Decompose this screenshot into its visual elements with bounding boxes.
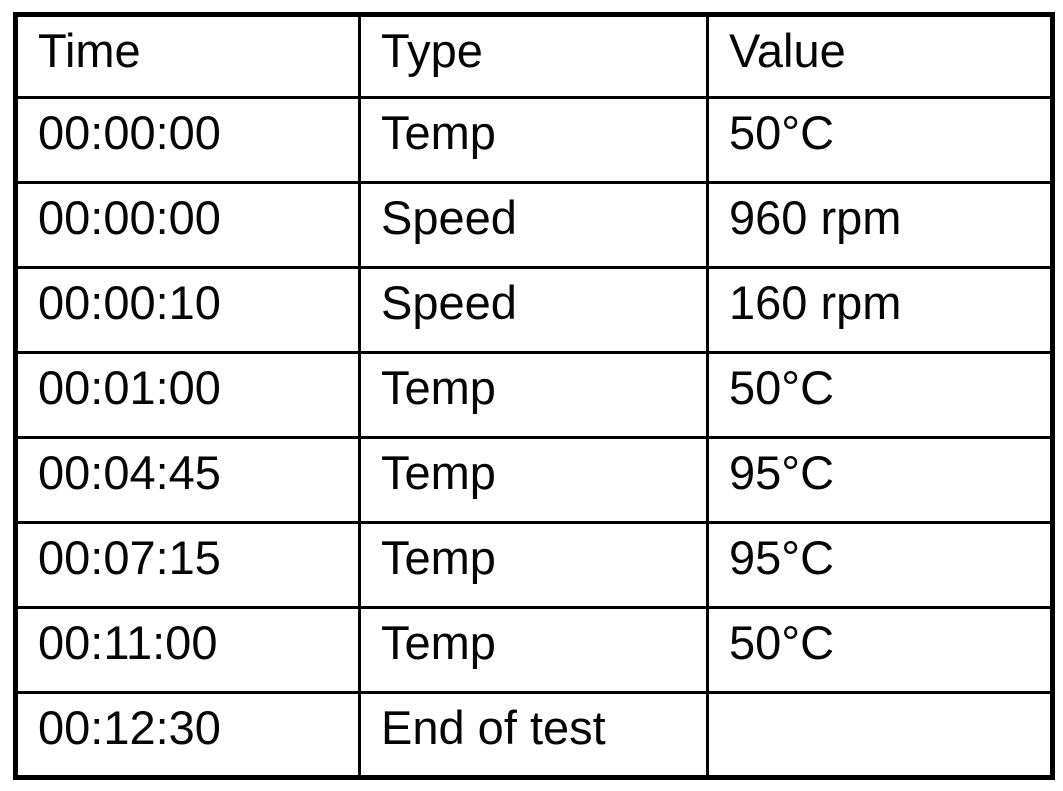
cell-type: Temp [358,606,709,694]
cell-time: 00:07:15 [14,521,361,609]
cell-time: 00:00:00 [14,181,361,269]
cell-type: Speed [358,181,709,269]
column-header-value: Value [706,13,1054,99]
cell-value: 960 rpm [706,181,1054,269]
table-row: 00:04:45 Temp 95°C [14,436,1054,524]
column-header-time: Time [14,13,361,99]
table-header-row: Time Type Value [14,13,1054,99]
cell-time: 00:11:00 [14,606,361,694]
cell-value: 50°C [706,351,1054,439]
cell-type: Speed [358,266,709,354]
cell-type: Temp [358,521,709,609]
measurement-log-table: Time Type Value 00:00:00 Temp 50°C 00:00… [13,12,1055,780]
cell-value: 95°C [706,521,1054,609]
table-row: 00:00:00 Temp 50°C [14,96,1054,184]
table-row: 00:12:30 End of test [14,691,1054,779]
cell-value: 160 rpm [706,266,1054,354]
cell-value [706,691,1054,779]
cell-value: 50°C [706,606,1054,694]
cell-value: 95°C [706,436,1054,524]
cell-time: 00:00:10 [14,266,361,354]
table-row: 00:11:00 Temp 50°C [14,606,1054,694]
table-row: 00:00:10 Speed 160 rpm [14,266,1054,354]
table-row: 00:07:15 Temp 95°C [14,521,1054,609]
cell-time: 00:12:30 [14,691,361,779]
cell-type: End of test [358,691,709,779]
cell-type: Temp [358,96,709,184]
cell-time: 00:04:45 [14,436,361,524]
cell-type: Temp [358,436,709,524]
cell-type: Temp [358,351,709,439]
table-row: 00:00:00 Speed 960 rpm [14,181,1054,269]
cell-value: 50°C [706,96,1054,184]
cell-time: 00:00:00 [14,96,361,184]
table-row: 00:01:00 Temp 50°C [14,351,1054,439]
cell-time: 00:01:00 [14,351,361,439]
column-header-type: Type [358,13,709,99]
